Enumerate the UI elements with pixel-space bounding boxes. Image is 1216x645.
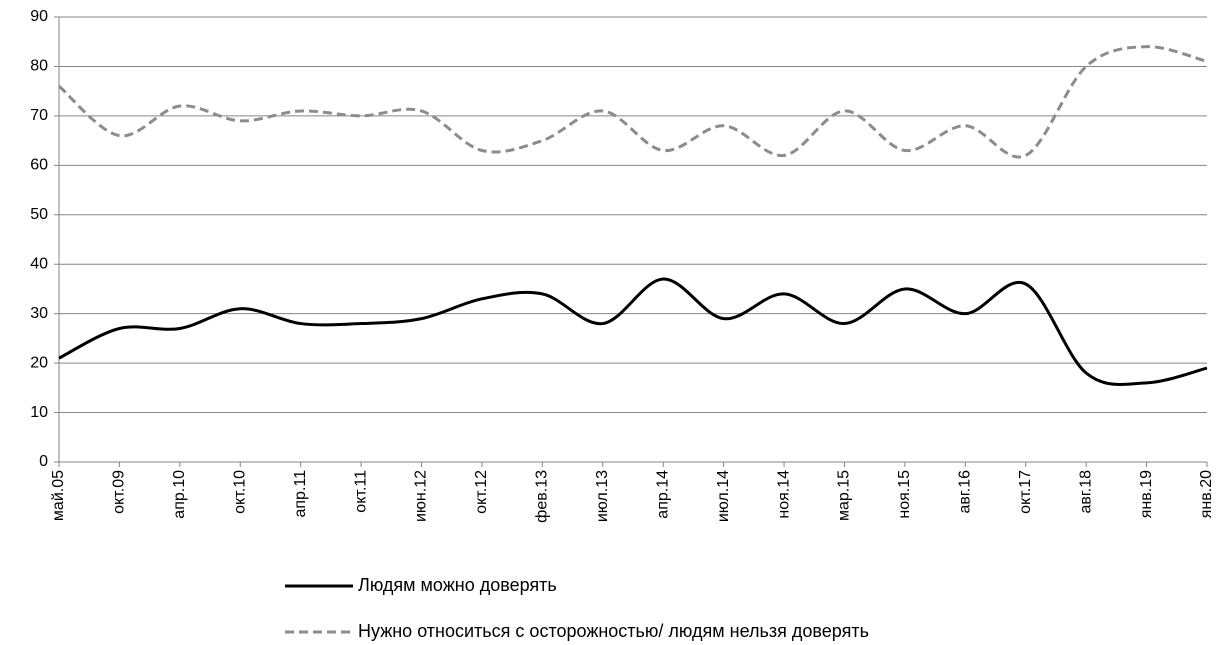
y-tick-label: 30 [30, 305, 48, 322]
x-tick-label: окт.11 [352, 470, 369, 513]
y-tick-label: 50 [30, 206, 48, 223]
x-tick-label: ноя.14 [775, 470, 792, 519]
line [58, 277, 1208, 387]
line [58, 45, 1208, 159]
x-tick-label: мар.15 [836, 470, 853, 521]
x-tick-label: май.05 [50, 470, 67, 521]
y-tick-label: 40 [30, 255, 48, 272]
legend-label: Нужно относиться с осторожностью/ людям … [358, 621, 869, 641]
x-tick-label: июн.12 [413, 470, 430, 522]
y-tick-label: 80 [30, 58, 48, 75]
x-tick-label: июл.14 [715, 470, 732, 522]
x-tick-label: авг.18 [1077, 470, 1094, 514]
x-tick-label: окт.12 [473, 470, 490, 514]
y-tick-label: 60 [30, 157, 48, 174]
legend-label: Людям можно доверять [358, 575, 557, 595]
x-tick-label: янв.19 [1138, 470, 1155, 518]
y-tick-label: 10 [30, 404, 48, 421]
x-tick-label: апр.11 [292, 470, 309, 518]
x-tick-label: апр.10 [171, 470, 188, 519]
x-tick-label: апр.14 [654, 470, 671, 519]
x-tick-label: авг.16 [957, 470, 974, 514]
y-tick-label: 20 [30, 354, 48, 371]
y-tick-label: 0 [39, 453, 48, 470]
x-tick-label: янв.20 [1198, 470, 1215, 518]
x-tick-label: окт.09 [111, 470, 128, 514]
y-tick-label: 70 [30, 107, 48, 124]
x-tick-label: фев.13 [534, 470, 551, 523]
x-tick-label: окт.10 [231, 470, 248, 514]
x-tick-label: ноя.15 [896, 470, 913, 519]
y-tick-label: 90 [30, 8, 48, 25]
x-tick-label: июл.13 [594, 470, 611, 522]
x-tick-label: окт.17 [1017, 470, 1034, 514]
